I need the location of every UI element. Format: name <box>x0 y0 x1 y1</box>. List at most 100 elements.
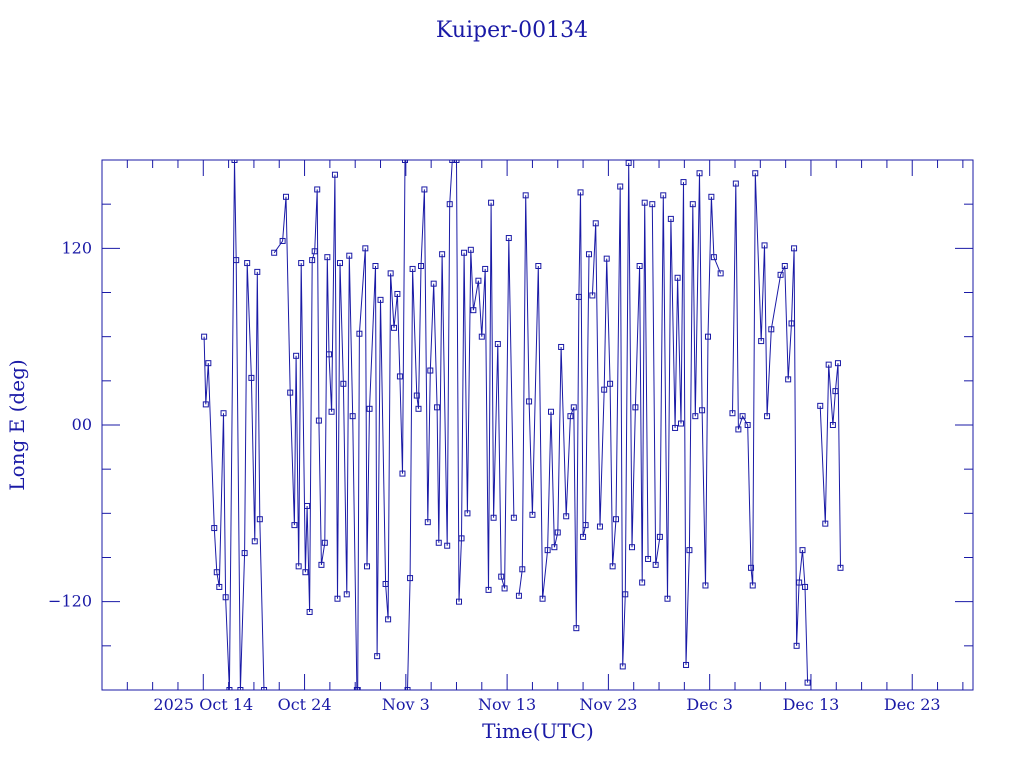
series-line <box>273 174 358 690</box>
data-point <box>601 386 608 393</box>
data-point <box>490 514 497 521</box>
data-point <box>577 189 584 196</box>
data-point <box>777 271 784 278</box>
series-line <box>203 160 265 690</box>
data-point <box>256 516 263 523</box>
data-point <box>686 547 693 554</box>
data-point <box>201 333 208 340</box>
data-point <box>768 326 775 333</box>
data-point <box>202 401 209 408</box>
data-point <box>309 257 316 264</box>
data-point <box>817 402 824 409</box>
data-point <box>391 324 398 331</box>
series-4 <box>453 160 517 605</box>
data-point <box>372 263 379 269</box>
x-tick-label: Nov 23 <box>579 695 637 714</box>
data-point <box>672 424 679 431</box>
data-point <box>494 341 501 348</box>
data-point <box>226 687 233 690</box>
data-point <box>222 594 229 601</box>
x-axis: 2025 Oct 14 Oct 24 Nov 3 Nov 13 Nov 23 Dec 3 D… <box>101 160 964 714</box>
data-point <box>570 404 577 411</box>
data-point <box>461 249 468 256</box>
data-point <box>331 171 338 178</box>
data-point <box>314 186 321 193</box>
x-tick-label: Nov 3 <box>382 695 430 714</box>
data-point <box>304 502 311 509</box>
data-point <box>295 563 302 570</box>
series-6 <box>589 160 652 670</box>
data-point <box>271 249 278 256</box>
data-point <box>667 215 674 222</box>
series-line <box>518 192 590 629</box>
data-point <box>629 544 636 551</box>
data-point <box>702 582 709 589</box>
data-point <box>346 252 353 259</box>
data-point <box>377 296 384 303</box>
data-point <box>739 413 746 420</box>
data-point <box>582 522 589 529</box>
data-point <box>791 245 798 252</box>
data-point <box>505 235 512 242</box>
data-point <box>467 246 474 253</box>
data-point <box>510 514 517 521</box>
data-point <box>254 268 261 275</box>
series-line <box>407 160 453 690</box>
data-point <box>573 625 580 632</box>
data-point <box>732 180 739 187</box>
data-point <box>427 367 434 374</box>
data-point <box>326 351 333 358</box>
data-point <box>683 661 690 668</box>
data-point <box>409 265 416 272</box>
data-point <box>748 564 755 571</box>
data-point <box>744 422 751 428</box>
y-axis: −120 00 120 <box>48 159 973 691</box>
data-point <box>607 380 614 387</box>
data-point <box>603 255 610 262</box>
chart-title: Kuiper-00134 <box>436 18 588 43</box>
data-point <box>418 263 425 269</box>
data-point <box>356 330 363 337</box>
data-point <box>641 199 648 206</box>
data-point <box>404 687 411 690</box>
x-tick-label: Nov 13 <box>478 695 536 714</box>
series-line <box>456 160 515 602</box>
data-point <box>649 201 656 208</box>
data-point <box>563 513 570 520</box>
data-point <box>696 170 703 177</box>
x-tick-label: 2025 Oct 14 <box>153 695 253 714</box>
data-point <box>575 293 582 300</box>
data-point <box>394 290 401 297</box>
data-point <box>664 595 671 602</box>
data-point <box>522 192 529 199</box>
data-point <box>211 525 218 532</box>
data-point <box>708 193 715 200</box>
data-point <box>430 280 437 287</box>
data-point <box>501 585 508 592</box>
data-point <box>470 307 477 314</box>
series-line <box>651 173 722 666</box>
data-point <box>652 561 659 568</box>
data-point <box>617 183 624 190</box>
data-point <box>539 595 546 602</box>
data-point <box>680 179 687 186</box>
plot-frame <box>101 159 974 691</box>
data-point <box>567 413 574 420</box>
data-point <box>434 404 441 411</box>
data-point <box>349 413 356 420</box>
data-point <box>825 361 832 368</box>
data-point <box>293 352 300 359</box>
data-point <box>387 270 394 277</box>
data-point <box>444 542 451 549</box>
data-point <box>435 539 442 546</box>
data-point <box>526 398 533 405</box>
data-point <box>619 663 626 670</box>
data-point <box>639 579 646 586</box>
data-point <box>622 591 629 598</box>
data-point <box>362 245 369 252</box>
data-point <box>382 581 389 587</box>
x-tick-label: Dec 13 <box>783 695 840 714</box>
data-point <box>785 376 792 383</box>
data-point <box>279 237 286 244</box>
series-line <box>819 363 841 568</box>
